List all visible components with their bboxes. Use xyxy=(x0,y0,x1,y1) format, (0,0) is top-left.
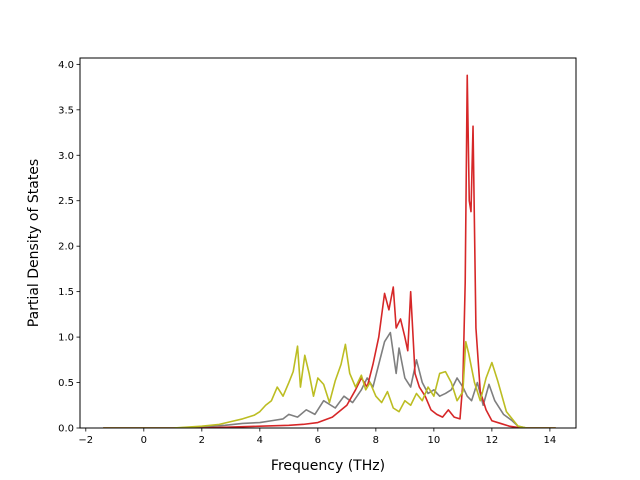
x-tick-label: 2 xyxy=(199,435,205,446)
y-tick-label: 0.5 xyxy=(58,378,74,389)
x-tick-label: 6 xyxy=(315,435,321,446)
x-tick-label: 4 xyxy=(257,435,263,446)
series-line-0 xyxy=(103,331,556,428)
y-tick-label: 3.0 xyxy=(58,151,74,162)
y-tick-label: 4.0 xyxy=(58,60,74,71)
x-tick-label: −2 xyxy=(78,435,93,446)
y-axis-title: Partial Density of States xyxy=(26,159,42,327)
series-line-1 xyxy=(103,74,556,428)
x-tick-label: 10 xyxy=(428,435,441,446)
x-tick-label: 14 xyxy=(544,435,557,446)
plot-lines xyxy=(103,74,556,428)
y-tick-label: 0.0 xyxy=(58,424,74,435)
x-axis-ticks: −2 0 2 4 6 8 10 12 14 xyxy=(78,428,556,446)
series-line-2 xyxy=(103,340,556,428)
x-axis-title: Frequency (THz) xyxy=(271,458,385,474)
y-tick-label: 1.5 xyxy=(58,287,74,298)
axes-frame xyxy=(79,57,577,429)
x-tick-label: 12 xyxy=(486,435,499,446)
y-tick-label: 2.5 xyxy=(58,196,74,207)
y-tick-label: 2.0 xyxy=(58,242,74,253)
x-tick-label: 0 xyxy=(141,435,147,446)
y-axis-ticks: 0.0 0.5 1.0 1.5 2.0 2.5 3.0 3.5 4.0 xyxy=(58,60,80,435)
y-tick-label: 3.5 xyxy=(58,105,74,116)
y-tick-label: 1.0 xyxy=(58,333,74,344)
x-tick-label: 8 xyxy=(373,435,379,446)
